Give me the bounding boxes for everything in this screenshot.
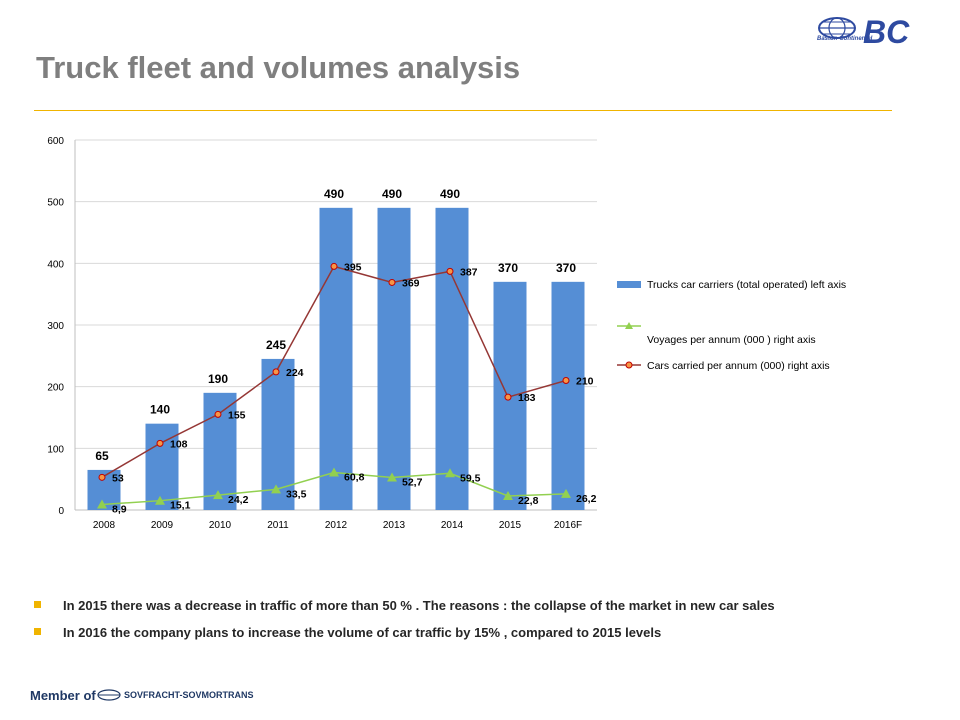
line-point-marker <box>155 495 165 505</box>
x-tick-label: 2012 <box>325 520 348 531</box>
sovfracht-logo-icon <box>97 689 121 701</box>
company-logo: BC <box>818 14 910 50</box>
line-value-label: 210 <box>576 376 594 388</box>
bullet-marker <box>34 628 41 635</box>
legend-label: Cars carried per annum (000) right axis <box>647 360 830 372</box>
line-value-label: 22,8 <box>518 495 539 507</box>
line-value-label: 108 <box>170 438 188 450</box>
bullet-list: In 2015 there was a decrease in traffic … <box>34 597 914 651</box>
y-tick-label: 500 <box>47 198 64 209</box>
x-tick-label: 2015 <box>499 520 522 531</box>
line-value-label: 53 <box>112 472 124 484</box>
y-tick-label: 300 <box>47 321 64 332</box>
line-series <box>97 262 571 509</box>
line-point-marker <box>272 368 280 376</box>
logo-text: BC <box>863 14 910 50</box>
line-value-label: 52,7 <box>402 477 423 489</box>
bar-value-label: 245 <box>266 338 286 352</box>
y-tick-label: 400 <box>47 259 64 270</box>
line-point-marker <box>562 377 570 384</box>
slide-title: Truck fleet and volumes analysis <box>36 50 521 85</box>
bar <box>261 358 295 510</box>
data-labels: 65 140 190 245 490 490 490 370 370 8,9 15,1 24,2 33,… <box>95 187 596 516</box>
legend-label: Trucks car carriers (total operated) lef… <box>647 279 846 291</box>
bar-value-label: 490 <box>324 187 344 201</box>
line-point-marker <box>156 439 164 447</box>
x-tick-label: 2016F <box>554 520 582 531</box>
line-value-label: 60,8 <box>344 472 365 484</box>
footer-organization: SOVFRACHT-SOVMORTRANS <box>124 690 254 700</box>
line-point-marker <box>329 467 339 477</box>
line-value-label: 33,5 <box>286 488 307 500</box>
line-value-label: 183 <box>518 392 536 404</box>
line-value-label: 224 <box>286 367 304 379</box>
bullet-marker <box>34 601 41 608</box>
y-tick-label: 100 <box>47 444 64 455</box>
bar-value-label: 370 <box>498 261 518 275</box>
bar-value-label: 490 <box>382 187 402 201</box>
bar <box>319 207 353 510</box>
bar-series <box>87 207 585 510</box>
legend-swatch-marker <box>625 361 633 369</box>
bullet-text: In 2015 there was a decrease in traffic … <box>63 598 775 613</box>
line-point-marker <box>504 393 512 401</box>
bar-value-label: 490 <box>440 187 460 201</box>
line-point-marker <box>213 490 223 500</box>
line-value-label: 15,1 <box>170 500 191 512</box>
legend-label: Voyages per annum (000 ) right axis <box>647 334 816 346</box>
line-point-marker <box>388 278 396 286</box>
legend-swatch-bar <box>617 281 641 288</box>
line-point-marker <box>446 267 454 275</box>
line-value-label: 59,5 <box>460 472 481 484</box>
line-value-label: 369 <box>402 277 420 289</box>
line-value-label: 8,9 <box>112 504 127 516</box>
line-value-label: 395 <box>344 261 362 273</box>
bar <box>377 207 411 510</box>
bar-value-label: 65 <box>95 449 109 463</box>
bar <box>435 207 469 510</box>
line-value-label: 155 <box>228 409 246 421</box>
chart: 0 100 200 300 400 500 600 2008 2009 2010 2011 2012 2… <box>47 136 846 531</box>
bar <box>551 281 585 510</box>
y-tick-label: 200 <box>47 383 64 394</box>
x-tick-label: 2013 <box>383 520 406 531</box>
chart-legend: Trucks car carriers (total operated) lef… <box>617 279 846 372</box>
line-point-marker <box>97 499 107 509</box>
bar-value-label: 370 <box>556 261 576 275</box>
y-tick-label: 600 <box>47 136 64 147</box>
legend-swatch-marker <box>625 322 633 329</box>
line-value-label: 24,2 <box>228 494 249 506</box>
bar-value-label: 190 <box>208 372 228 386</box>
line-point-marker <box>214 410 222 418</box>
line-value-label: 26,2 <box>576 493 597 505</box>
bar-value-label: 140 <box>150 403 170 417</box>
x-tick-label: 2010 <box>209 520 232 531</box>
line-point-marker <box>561 488 571 498</box>
bullet-text: In 2016 the company plans to increase th… <box>63 625 662 640</box>
line-point-marker <box>271 484 281 494</box>
footer-label: Member of <box>30 688 96 703</box>
x-tick-label: 2014 <box>441 520 464 531</box>
bullet-item: In 2015 there was a decrease in traffic … <box>34 597 914 614</box>
x-tick-label: 2009 <box>151 520 174 531</box>
title-divider <box>34 110 892 111</box>
line-point-marker <box>445 468 455 478</box>
line-point-marker <box>330 262 338 270</box>
line-point-marker <box>387 472 397 482</box>
bullet-item: In 2016 the company plans to increase th… <box>34 624 914 641</box>
line-point-marker <box>98 473 106 481</box>
y-tick-label: 0 <box>58 506 64 517</box>
logo-subtext: Baston-Continental <box>817 36 873 42</box>
x-tick-label: 2008 <box>93 520 116 531</box>
line-point-marker <box>503 490 513 500</box>
x-tick-label: 2011 <box>267 520 289 531</box>
line-value-label: 387 <box>460 266 478 278</box>
bar <box>145 423 179 510</box>
